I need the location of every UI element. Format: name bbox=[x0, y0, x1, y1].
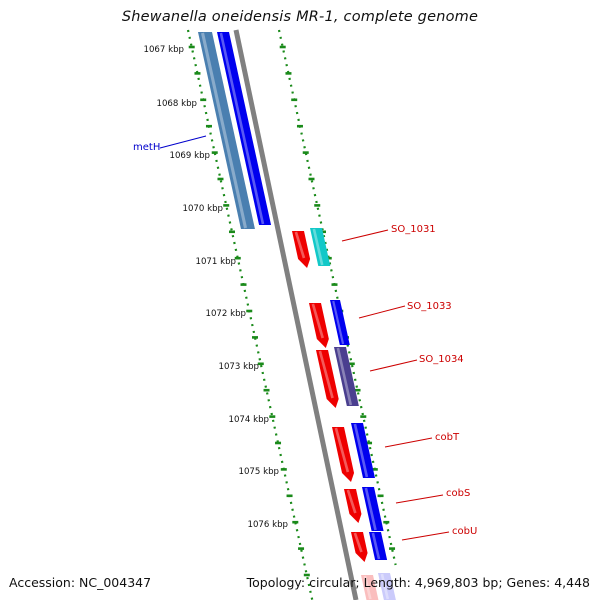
ruler-labels: 1067 kbp 1068 kbp 1069 kbp 1070 kbp 1071 kbp… bbox=[144, 45, 289, 530]
gene-highlight bbox=[334, 427, 350, 473]
gene-body bbox=[310, 228, 331, 266]
gene-label-so_1034: SO_1034 bbox=[369, 354, 464, 372]
gene-meth-inner bbox=[217, 32, 272, 225]
gene-cobt-blue bbox=[351, 423, 375, 478]
tick-marks bbox=[186, 29, 397, 600]
gene-label-text: cobT bbox=[435, 432, 460, 443]
gene-highlight bbox=[353, 423, 369, 478]
gene-highlight bbox=[371, 532, 381, 560]
ruler-label: 1073 kbp bbox=[219, 362, 260, 372]
topology-summary: Topology: circular; Length: 4,969,803 bp… bbox=[246, 575, 590, 590]
gene-body bbox=[351, 423, 375, 478]
map-title: Shewanella oneidensis MR-1, complete gen… bbox=[121, 9, 479, 25]
ruler-label: 1068 kbp bbox=[157, 99, 198, 109]
gene-body bbox=[369, 532, 388, 560]
gene-body bbox=[309, 303, 329, 348]
gene-body bbox=[292, 231, 311, 268]
gene-cobs-red bbox=[344, 489, 362, 523]
gene-body bbox=[332, 427, 355, 482]
leader-line bbox=[395, 494, 444, 504]
gene-highlight bbox=[336, 347, 353, 406]
ruler-label: 1071 kbp bbox=[196, 257, 237, 267]
gene-meth-outer bbox=[198, 32, 255, 229]
leader-line bbox=[369, 359, 418, 372]
gene-label-text: SO_1034 bbox=[419, 354, 464, 365]
gene-body bbox=[361, 575, 379, 600]
gene-highlight bbox=[363, 575, 372, 600]
gene-body bbox=[316, 350, 339, 408]
gene-cobs-blue bbox=[362, 487, 384, 531]
ruler-label: 1069 kbp bbox=[170, 151, 211, 161]
leader-line bbox=[384, 437, 433, 448]
ruler-label: 1072 kbp bbox=[206, 309, 247, 319]
gene-highlight bbox=[346, 489, 357, 514]
gene-body bbox=[198, 32, 255, 229]
gene-faded-blue bbox=[378, 573, 396, 600]
ruler-label: 1070 kbp bbox=[183, 204, 224, 214]
ruler-label: 1074 kbp bbox=[229, 415, 270, 425]
gene-label-text: SO_1031 bbox=[391, 224, 436, 235]
gene-highlight bbox=[380, 573, 390, 600]
leader-line bbox=[341, 229, 389, 242]
gene-so1033-red bbox=[309, 303, 329, 348]
gene-so1031-red bbox=[292, 231, 311, 268]
gene-label-text: SO_1033 bbox=[407, 301, 452, 312]
backbone-line bbox=[233, 29, 359, 600]
gene-body bbox=[351, 532, 368, 562]
gene-label-cobt: cobT bbox=[384, 432, 460, 448]
gene-cobu-red bbox=[351, 532, 368, 562]
gene-highlight bbox=[201, 32, 247, 229]
gene-highlight bbox=[364, 487, 377, 531]
gene-label-so_1033: SO_1033 bbox=[358, 301, 452, 319]
gene-highlight bbox=[353, 532, 363, 553]
ruler-label: 1075 kbp bbox=[239, 467, 280, 477]
leader-line bbox=[401, 531, 450, 541]
gene-label-text: cobU bbox=[452, 526, 477, 537]
gene-body bbox=[362, 487, 384, 531]
gene-label-cobs: cobS bbox=[395, 488, 470, 504]
gene-so1031-cyan bbox=[310, 228, 331, 266]
gene-labels: metH SO_1031 SO_1033 SO_1034 cobT cobS cobU bbox=[133, 135, 477, 541]
gene-label-so_1031: SO_1031 bbox=[341, 224, 436, 242]
gene-body bbox=[378, 573, 396, 600]
accession-text: Accession: NC_004347 bbox=[9, 575, 152, 590]
gene-body bbox=[334, 347, 359, 406]
gene-highlight bbox=[332, 300, 345, 345]
gene-so1033-blue bbox=[330, 300, 350, 345]
gene-highlight bbox=[318, 350, 334, 399]
outer-tick-line bbox=[277, 29, 397, 566]
leader-line bbox=[358, 305, 406, 319]
ruler-label: 1076 kbp bbox=[248, 520, 289, 530]
gene-body bbox=[344, 489, 362, 523]
gene-label-cobu: cobU bbox=[401, 526, 477, 541]
gene-cobt-red bbox=[332, 427, 355, 482]
gene-highlight bbox=[312, 228, 324, 266]
gene-so1034-red bbox=[316, 350, 339, 408]
genome-backbone bbox=[233, 29, 359, 600]
gene-body bbox=[217, 32, 272, 225]
gene-body bbox=[330, 300, 350, 345]
gene-label-text: metH bbox=[133, 142, 160, 153]
gene-label-meth: metH bbox=[133, 135, 207, 153]
leader-line bbox=[159, 135, 207, 149]
gene-faded-red bbox=[361, 575, 379, 600]
gene-highlight bbox=[294, 231, 306, 259]
gene-label-text: cobS bbox=[446, 488, 470, 499]
gene-cobu-blue bbox=[369, 532, 388, 560]
gene-highlight bbox=[311, 303, 324, 339]
ruler-label: 1067 kbp bbox=[144, 45, 185, 55]
gene-highlight bbox=[219, 32, 265, 225]
gene-features bbox=[198, 32, 396, 600]
gene-so1034-purple bbox=[334, 347, 359, 406]
